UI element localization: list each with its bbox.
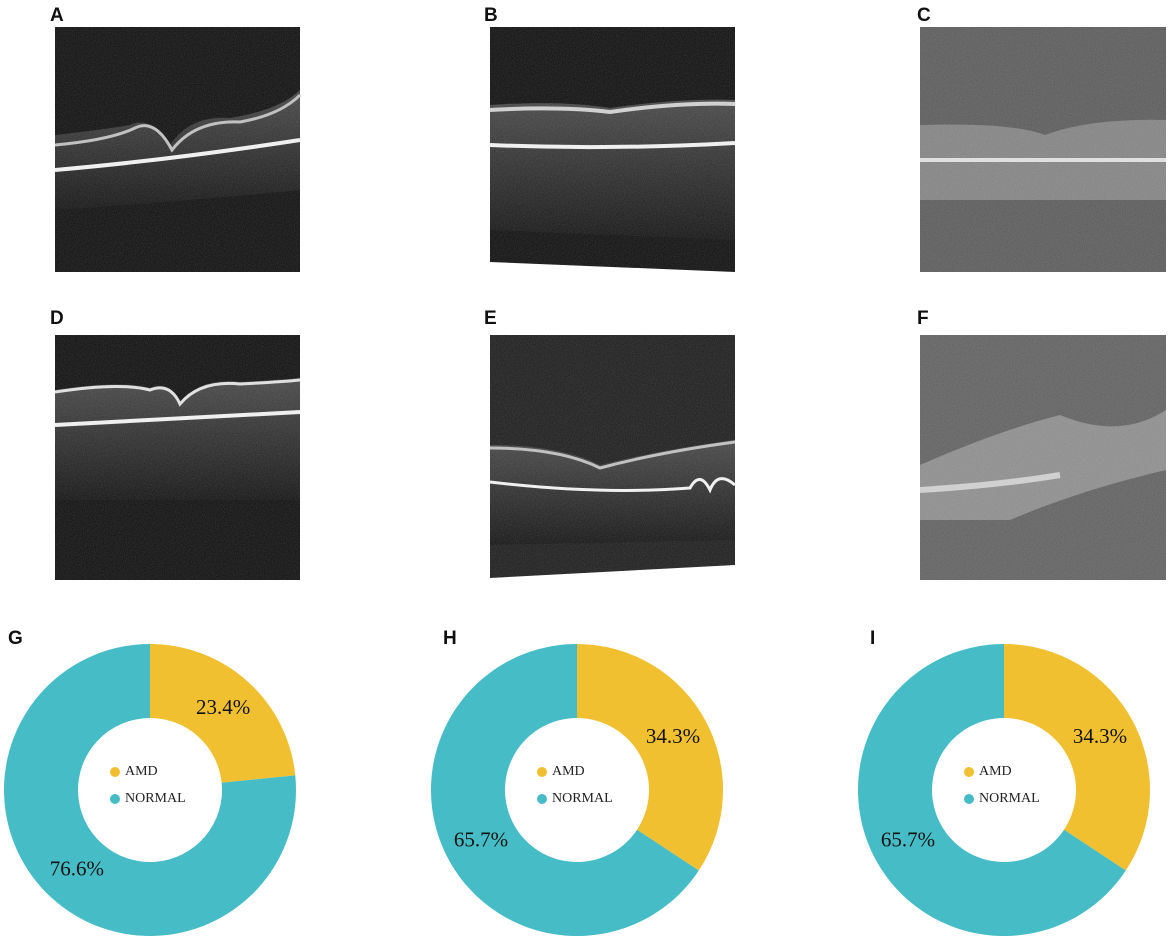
legend-label: AMD bbox=[979, 764, 1012, 779]
oct-image bbox=[489, 27, 736, 272]
panel-label: H bbox=[443, 628, 457, 649]
donut-segment bbox=[4, 644, 297, 937]
donut-segment bbox=[857, 644, 1126, 937]
value-label: 65.7% bbox=[881, 827, 935, 851]
value-label: 76.6% bbox=[50, 857, 104, 881]
legend-marker bbox=[964, 794, 974, 804]
oct-image bbox=[919, 335, 1166, 580]
value-label: 23.4% bbox=[196, 695, 250, 719]
value-label: 34.3% bbox=[1073, 724, 1127, 748]
oct-image bbox=[54, 27, 302, 272]
oct-image bbox=[489, 335, 736, 578]
legend-label: NORMAL bbox=[552, 791, 613, 806]
donut-segment bbox=[1004, 644, 1150, 871]
panel-label: F bbox=[917, 308, 929, 329]
donut-segment bbox=[150, 644, 296, 783]
legend-marker bbox=[110, 794, 120, 804]
panel-label: D bbox=[50, 308, 64, 329]
oct-image bbox=[920, 27, 1166, 272]
legend-label: NORMAL bbox=[979, 791, 1040, 806]
panel-label: C bbox=[917, 5, 931, 26]
donut-segment bbox=[430, 644, 699, 937]
legend-marker bbox=[537, 794, 547, 804]
legend-marker bbox=[537, 767, 547, 777]
legend-label: AMD bbox=[125, 764, 158, 779]
donut-segment bbox=[577, 644, 723, 871]
panel-label: B bbox=[484, 5, 498, 26]
value-label: 65.7% bbox=[454, 827, 508, 851]
legend-label: NORMAL bbox=[125, 791, 186, 806]
legend-marker bbox=[110, 767, 120, 777]
oct-image bbox=[54, 335, 301, 580]
panel-label: A bbox=[50, 5, 64, 26]
panel-label: G bbox=[8, 628, 23, 649]
legend-label: AMD bbox=[552, 764, 585, 779]
value-label: 34.3% bbox=[646, 724, 700, 748]
panel-label: E bbox=[484, 308, 497, 329]
panel-label: I bbox=[870, 628, 875, 649]
legend-marker bbox=[964, 767, 974, 777]
